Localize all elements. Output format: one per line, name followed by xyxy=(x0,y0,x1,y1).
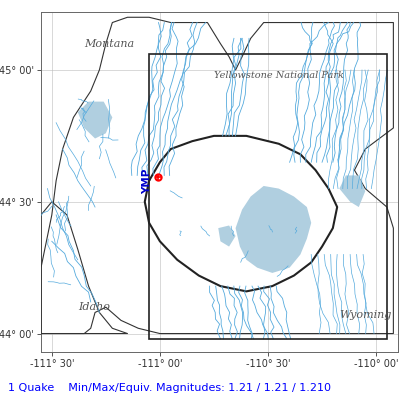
Bar xyxy=(149,54,386,339)
Polygon shape xyxy=(41,202,127,334)
Text: Montana: Montana xyxy=(84,39,134,49)
Text: Idaho: Idaho xyxy=(78,302,110,312)
Polygon shape xyxy=(235,186,310,273)
Polygon shape xyxy=(78,102,112,138)
Text: YMP: YMP xyxy=(142,168,152,194)
Polygon shape xyxy=(339,176,364,207)
Text: Yellowstone National Park: Yellowstone National Park xyxy=(213,71,343,80)
Polygon shape xyxy=(41,17,392,334)
Text: Wyoming: Wyoming xyxy=(338,310,391,320)
Polygon shape xyxy=(144,136,336,291)
Text: 1 Quake    Min/Max/Equiv. Magnitudes: 1.21 / 1.21 / 1.210: 1 Quake Min/Max/Equiv. Magnitudes: 1.21 … xyxy=(8,383,330,393)
Polygon shape xyxy=(218,226,235,246)
